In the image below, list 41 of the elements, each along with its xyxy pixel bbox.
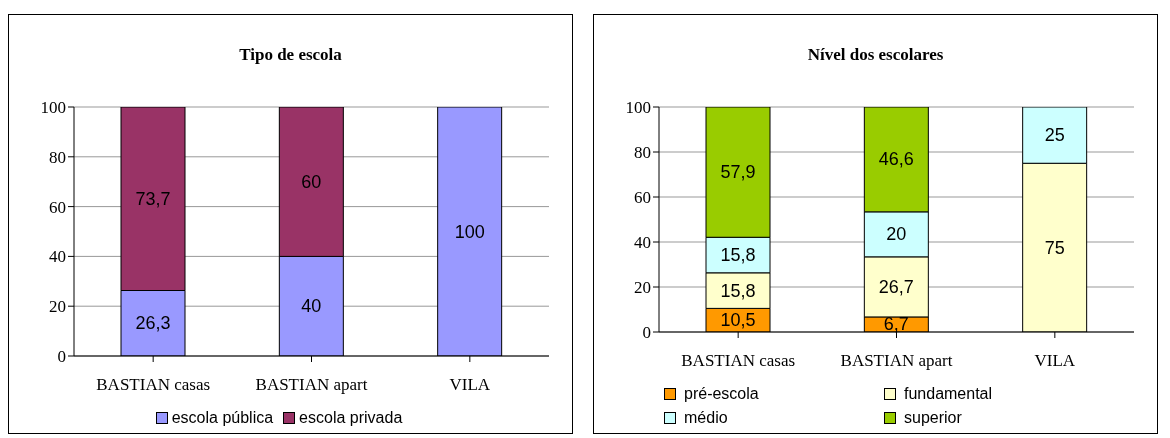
data-label: 20 [886, 224, 907, 245]
y-tick-label: 100 [40, 98, 66, 118]
legend-label: pré-escola [684, 385, 759, 403]
y-tick-label: 0 [642, 323, 651, 343]
y-tick-label: 40 [634, 233, 651, 253]
y-tick-label: 80 [634, 143, 651, 163]
legend-label: fundamental [904, 385, 993, 403]
data-label: 15,8 [720, 280, 756, 301]
y-tick-label: 0 [57, 347, 66, 367]
chart-title: Tipo de escola [238, 45, 343, 66]
data-label: 100 [454, 221, 485, 242]
data-label: 26,3 [135, 313, 171, 334]
data-label: 10,5 [720, 310, 756, 331]
data-label: 75 [1044, 237, 1065, 258]
data-label: 26,7 [878, 276, 914, 297]
legend-label: superior [904, 409, 962, 427]
x-tick-label: BASTIAN apart [840, 351, 953, 371]
data-label: 40 [301, 296, 322, 317]
x-tick-label: BASTIAN casas [96, 375, 211, 395]
data-label: 15,8 [720, 245, 756, 266]
data-label: 60 [301, 171, 322, 192]
y-tick-label: 40 [49, 247, 66, 267]
y-tick-label: 100 [625, 98, 651, 118]
legend-label: escola privada [299, 409, 403, 427]
x-tick-label: VILA [449, 375, 491, 395]
y-tick-label: 60 [634, 188, 651, 208]
x-tick-label: VILA [1034, 351, 1076, 371]
y-tick-label: 80 [49, 147, 66, 167]
y-tick-label: 60 [49, 197, 66, 217]
data-label: 57,9 [720, 162, 756, 183]
data-label: 46,6 [878, 149, 914, 170]
x-tick-label: BASTIAN casas [681, 351, 796, 371]
y-tick-label: 20 [49, 297, 66, 317]
x-tick-label: BASTIAN apart [255, 375, 368, 395]
data-label: 6,7 [883, 314, 909, 335]
chart-title: Nível dos escolares [806, 45, 945, 66]
data-label: 25 [1044, 125, 1065, 146]
data-label: 73,7 [135, 188, 171, 209]
y-tick-label: 20 [634, 278, 651, 298]
legend-label: escola pública [171, 409, 274, 427]
legend-label: médio [684, 409, 728, 427]
